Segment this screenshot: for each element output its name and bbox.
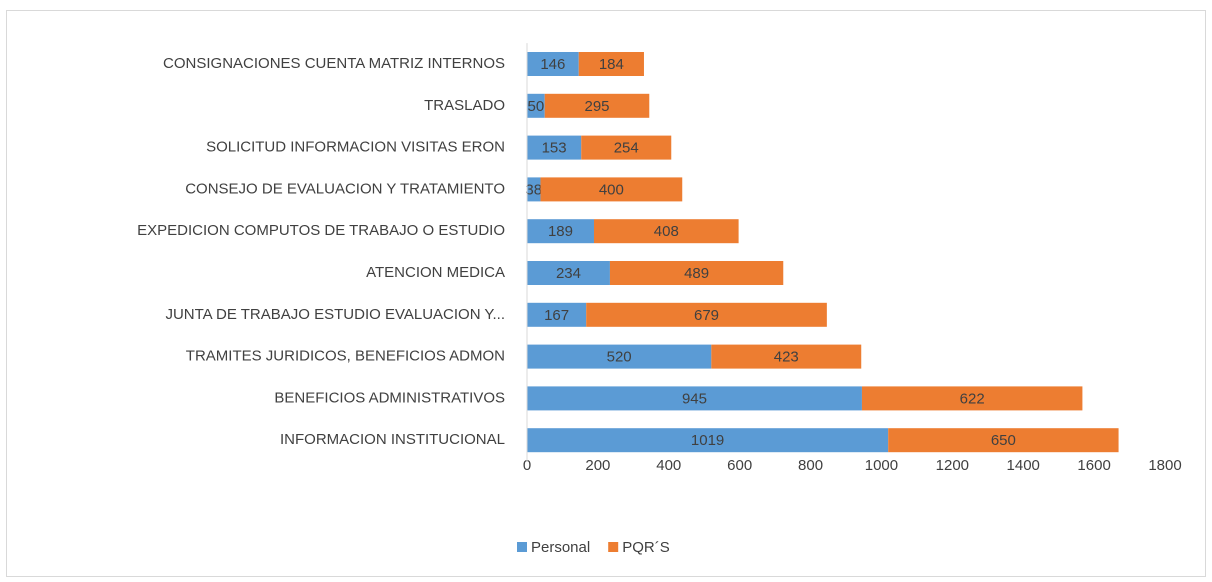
bar (544, 93, 650, 118)
bar (586, 302, 827, 327)
y-tick-label: CONSIGNACIONES CUENTA MATRIZ INTERNOS (163, 55, 505, 72)
y-tick-label: BENEFICIOS ADMINISTRATIVOS (274, 389, 505, 406)
value-label: 520 (607, 349, 632, 366)
legend-label: Personal (531, 539, 590, 556)
value-label: 254 (614, 140, 639, 157)
y-tick-label: ATENCION MEDICA (366, 264, 505, 281)
bar (540, 177, 683, 202)
value-label: 38 (525, 181, 542, 198)
value-label: 50 (528, 98, 545, 115)
value-label: 650 (991, 432, 1016, 449)
bar (861, 386, 1083, 411)
value-label: 489 (684, 265, 709, 282)
x-tick-label: 400 (656, 457, 681, 474)
bar (527, 344, 712, 369)
value-label: 408 (654, 223, 679, 240)
bar (527, 177, 541, 202)
x-tick-label: 0 (523, 457, 531, 474)
value-label: 400 (599, 181, 624, 198)
y-tick-label: CONSEJO DE EVALUACION Y TRATAMIENTO (185, 180, 505, 197)
x-tick-label: 200 (585, 457, 610, 474)
bar (711, 344, 862, 369)
bar (527, 135, 582, 160)
x-tick-label: 600 (727, 457, 752, 474)
x-tick-label: 1800 (1148, 457, 1181, 474)
value-label: 423 (774, 349, 799, 366)
value-label: 153 (542, 140, 567, 157)
y-tick-label: EXPEDICION COMPUTOS DE TRABAJO O ESTUDIO (137, 222, 505, 239)
bar (609, 261, 784, 285)
bar (888, 428, 1119, 453)
legend-swatch (517, 542, 527, 552)
y-tick-label: TRASLADO (424, 97, 505, 114)
bar (527, 219, 594, 244)
y-tick-label: SOLICITUD INFORMACION VISITAS ERON (206, 139, 505, 156)
value-label: 234 (556, 265, 581, 282)
value-label: 622 (960, 390, 985, 407)
value-label: 184 (599, 56, 624, 73)
y-tick-label: INFORMACION INSTITUCIONAL (280, 431, 505, 448)
y-tick-label: TRAMITES JURIDICOS, BENEFICIOS ADMON (186, 348, 505, 365)
value-label: 189 (548, 223, 573, 240)
y-tick-label: JUNTA DE TRABAJO ESTUDIO EVALUACION Y... (165, 306, 505, 323)
value-label: 167 (544, 307, 569, 324)
value-label: 295 (584, 98, 609, 115)
bar (527, 302, 587, 327)
bar (527, 428, 889, 453)
x-tick-label: 1200 (936, 457, 969, 474)
x-tick-label: 1600 (1077, 457, 1110, 474)
bar (593, 219, 739, 244)
value-label: 1019 (691, 432, 724, 449)
legend-label: PQR´S (622, 539, 670, 556)
bar (527, 52, 579, 76)
legend-swatch (608, 542, 619, 552)
bar (581, 135, 672, 160)
bar (527, 386, 862, 411)
x-tick-label: 1400 (1007, 457, 1040, 474)
value-label: 146 (540, 56, 565, 73)
bar (527, 261, 610, 285)
bar (578, 52, 644, 76)
x-tick-label: 800 (798, 457, 823, 474)
value-label: 679 (694, 307, 719, 324)
bar (527, 93, 545, 118)
value-label: 945 (682, 390, 707, 407)
x-tick-label: 1000 (865, 457, 898, 474)
